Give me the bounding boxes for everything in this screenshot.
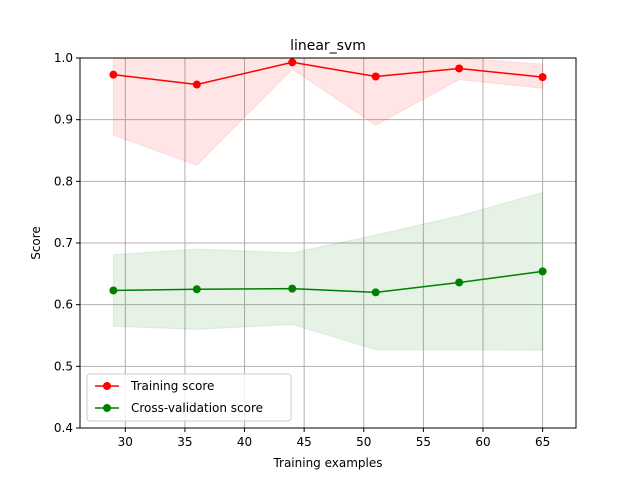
chart-title: linear_svm — [290, 38, 366, 54]
x-tick-label: 35 — [177, 435, 192, 449]
series-line-1 — [113, 270, 543, 294]
legend-label-training: Training score — [130, 379, 214, 393]
y-axis-label: Score — [29, 226, 43, 260]
y-tick-label: 0.8 — [54, 174, 73, 188]
data-point — [371, 288, 380, 297]
series-line-0 — [113, 61, 543, 86]
confidence-bands — [112, 58, 544, 351]
y-tick-label: 0.7 — [54, 236, 73, 250]
data-point — [538, 267, 547, 276]
y-tick-label: 0.4 — [54, 421, 73, 435]
confidence-band-1 — [112, 191, 544, 351]
x-tick-label: 30 — [118, 435, 133, 449]
data-point — [192, 80, 201, 89]
legend-box — [86, 373, 292, 422]
data-point — [538, 73, 547, 82]
series-lines — [113, 61, 543, 294]
data-point — [288, 284, 297, 293]
legend-label-cross-validation: Cross-validation score — [131, 401, 263, 415]
x-tick-label: 60 — [475, 435, 490, 449]
x-tick-label: 45 — [297, 435, 312, 449]
x-tick-label: 55 — [416, 435, 431, 449]
series-markers — [109, 58, 547, 297]
legend-marker-training — [103, 382, 111, 390]
legend: Training score Cross-validation score — [86, 373, 292, 422]
data-point — [109, 286, 118, 295]
data-point — [192, 285, 201, 294]
x-axis-label: Training examples — [272, 456, 382, 470]
data-point — [371, 72, 380, 81]
data-point — [288, 58, 297, 67]
data-point — [109, 70, 118, 79]
y-tick-label: 1.0 — [54, 51, 73, 65]
legend-marker-cross-validation — [103, 404, 111, 412]
x-tick-label: 50 — [356, 435, 371, 449]
y-tick-label: 0.5 — [54, 359, 73, 373]
y-axis-ticks: 0.4 0.5 0.6 0.7 0.8 0.9 1.0 — [54, 51, 80, 435]
y-tick-label: 0.9 — [54, 113, 73, 127]
data-point — [455, 278, 464, 287]
y-tick-label: 0.6 — [54, 298, 73, 312]
x-tick-label: 40 — [237, 435, 252, 449]
x-axis-ticks: 30 35 40 45 50 55 60 65 — [118, 428, 550, 449]
confidence-band-0 — [112, 58, 544, 166]
data-point — [455, 64, 464, 73]
x-tick-label: 65 — [535, 435, 550, 449]
